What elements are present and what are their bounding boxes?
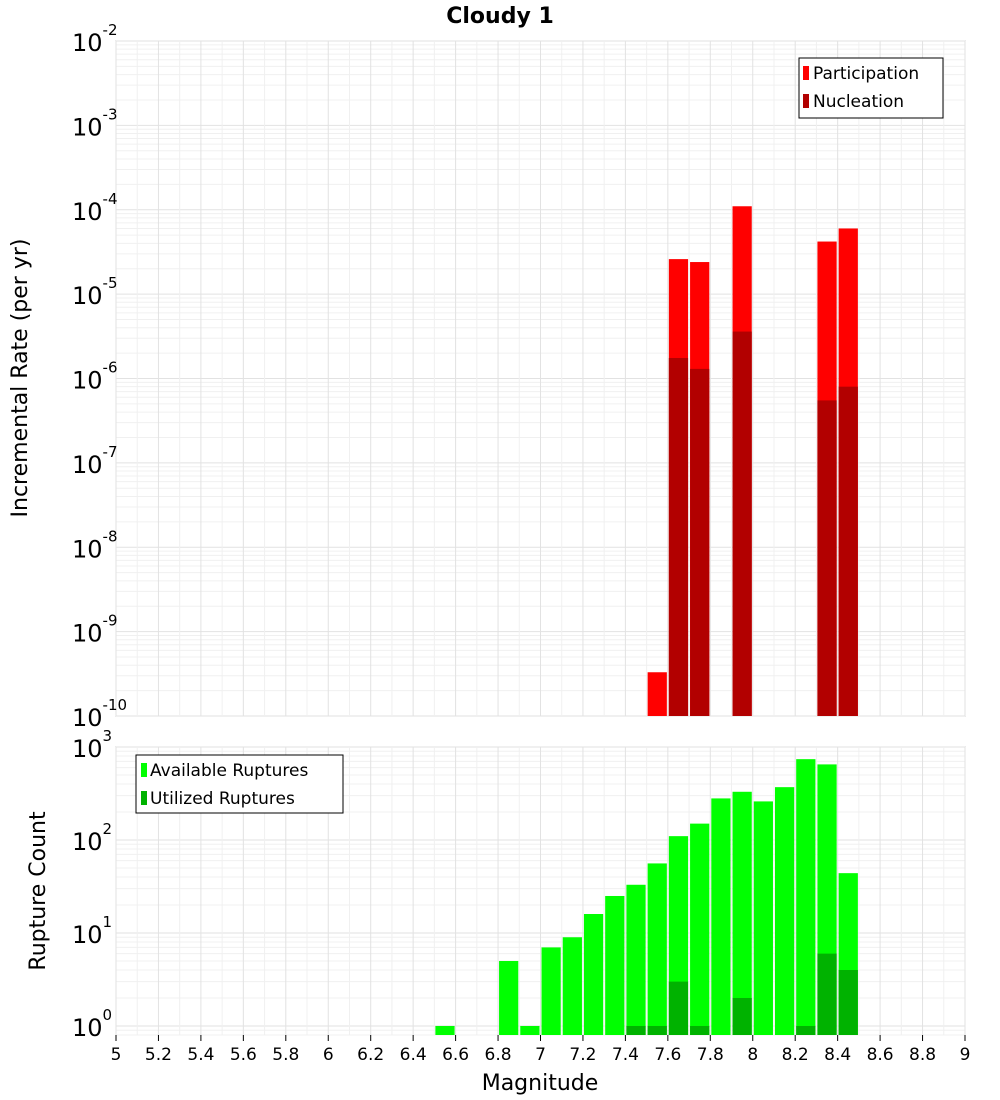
- bar-utilized-ruptures: [796, 1025, 816, 1035]
- bar-available-ruptures: [626, 884, 646, 1035]
- bar-available-ruptures: [520, 1025, 540, 1035]
- x-tick-label: 8.2: [782, 1045, 809, 1065]
- x-tick-label: 8.6: [867, 1045, 894, 1065]
- x-tick-label: 8.8: [909, 1045, 936, 1065]
- bar-available-ruptures: [711, 798, 731, 1035]
- bar-available-ruptures: [562, 937, 582, 1035]
- x-tick-label: 8.4: [824, 1045, 851, 1065]
- legend-swatch-nucleation: [803, 94, 809, 108]
- bar-utilized-ruptures: [838, 969, 858, 1035]
- x-tick-label: 7.2: [569, 1045, 596, 1065]
- y-tick-label: 10-3: [72, 105, 118, 141]
- y-tick-label: 10-7: [72, 443, 118, 479]
- bar-available-ruptures: [583, 914, 604, 1035]
- top-panel: 10-10 10-9 10-8 10-7 10-6 10-5 10-4 10-3 10-2 In…: [8, 21, 966, 732]
- top-yticks: 10-10 10-9 10-8 10-7 10-6 10-5 10-4 10-3 10-2: [72, 21, 127, 732]
- legend-label-utilized: Utilized Ruptures: [150, 789, 295, 809]
- x-tick-label: 5.4: [187, 1045, 214, 1065]
- bar-utilized-ruptures: [690, 1025, 710, 1035]
- x-tick-label: 5.8: [272, 1045, 299, 1065]
- x-tick-label: 7.8: [697, 1045, 724, 1065]
- legend-swatch-utilized: [141, 791, 147, 805]
- bar-available-ruptures: [647, 863, 667, 1035]
- top-grid: [115, 40, 966, 717]
- y-tick-label: 10-10: [72, 696, 127, 732]
- x-tick-label: 7.6: [654, 1045, 681, 1065]
- bottom-legend-box: [135, 754, 344, 814]
- bottom-y-axis-label: Rupture Count: [26, 811, 51, 971]
- y-tick-label: 10-5: [72, 274, 118, 310]
- bottom-legend: Available Ruptures Utilized Ruptures: [135, 754, 344, 814]
- legend-swatch-available: [141, 763, 147, 777]
- top-legend-box: [798, 57, 944, 119]
- x-tick-label: 5: [111, 1045, 122, 1065]
- bottom-bars: [435, 759, 858, 1035]
- bar-available-ruptures: [774, 787, 795, 1035]
- bottom-panel: 100 101 102 103 5 5.2 5.4 5.6 5.8 6 6.2 6.4 6.6 6.8 7…: [26, 727, 970, 1096]
- x-tick-label: 6: [323, 1045, 334, 1065]
- y-tick-label: 103: [72, 727, 112, 763]
- bar-available-ruptures: [605, 895, 625, 1035]
- legend-label-available: Available Ruptures: [150, 761, 308, 781]
- y-tick-label: 101: [72, 913, 112, 949]
- x-tick-label: 6.4: [400, 1045, 427, 1065]
- x-tick-label: 5.2: [145, 1045, 172, 1065]
- bar-participation: [647, 672, 667, 716]
- bar-utilized-ruptures: [732, 997, 752, 1035]
- legend-label-nucleation: Nucleation: [813, 92, 904, 112]
- bar-available-ruptures: [796, 759, 816, 1035]
- bar-available-ruptures: [435, 1025, 455, 1035]
- legend-label-participation: Participation: [813, 64, 919, 84]
- x-tick-label: 6.8: [485, 1045, 512, 1065]
- x-tick-label: 7.4: [612, 1045, 639, 1065]
- top-bars: [647, 206, 858, 717]
- bar-utilized-ruptures: [626, 1025, 646, 1035]
- bar-nucleation: [838, 386, 858, 716]
- y-tick-label: 10-2: [72, 21, 118, 57]
- bar-available-ruptures: [499, 960, 519, 1035]
- bar-available-ruptures: [732, 791, 752, 1035]
- bar-utilized-ruptures: [817, 953, 837, 1035]
- bar-available-ruptures: [541, 947, 561, 1035]
- bar-utilized-ruptures: [647, 1025, 667, 1035]
- y-tick-label: 10-9: [72, 612, 118, 648]
- top-legend: Participation Nucleation: [798, 57, 944, 119]
- bottom-yticks: 100 101 102 103: [72, 727, 112, 1042]
- x-axis-label: Magnitude: [482, 1071, 599, 1096]
- chart-title: Cloudy 1: [446, 4, 554, 29]
- bar-utilized-ruptures: [668, 981, 689, 1035]
- bar-nucleation: [732, 331, 752, 716]
- y-tick-label: 10-4: [72, 190, 118, 226]
- bar-nucleation: [690, 368, 710, 716]
- bar-available-ruptures: [690, 823, 710, 1035]
- x-tick-label: 8: [747, 1045, 758, 1065]
- y-tick-label: 10-6: [72, 359, 118, 395]
- y-tick-label: 102: [72, 820, 112, 856]
- top-y-axis-label: Incremental Rate (per yr): [8, 239, 33, 518]
- bar-available-ruptures: [753, 801, 773, 1035]
- y-tick-label: 100: [72, 1006, 112, 1042]
- bar-nucleation: [817, 400, 837, 716]
- bottom-xticks: 5 5.2 5.4 5.6 5.8 6 6.2 6.4 6.6 6.8 7 7.2 7.4 7.6 7.8 8…: [111, 1035, 971, 1065]
- x-tick-label: 6.6: [442, 1045, 469, 1065]
- x-tick-label: 5.6: [230, 1045, 257, 1065]
- x-tick-label: 7: [535, 1045, 546, 1065]
- bar-nucleation: [668, 357, 689, 716]
- legend-swatch-participation: [803, 66, 809, 80]
- y-tick-label: 10-8: [72, 527, 118, 563]
- x-tick-label: 6.2: [357, 1045, 384, 1065]
- x-tick-label: 9: [960, 1045, 971, 1065]
